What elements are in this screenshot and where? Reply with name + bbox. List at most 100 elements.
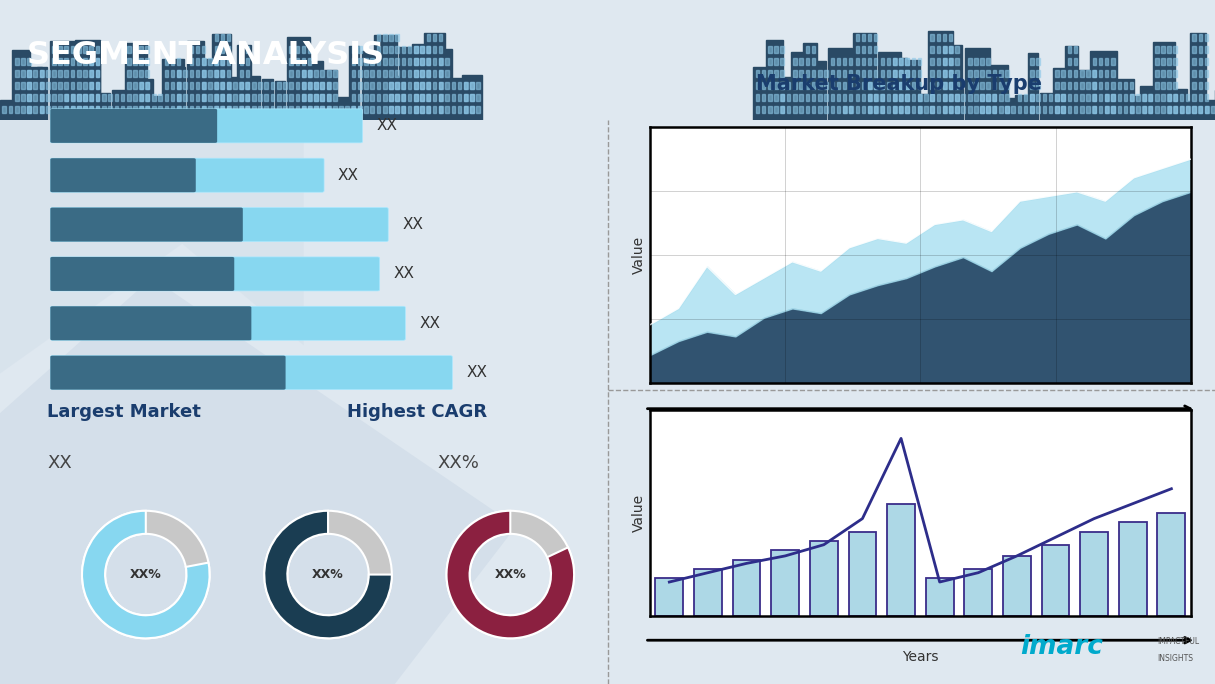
- Bar: [943, 82, 946, 89]
- Bar: [34, 94, 38, 101]
- Bar: [793, 58, 797, 65]
- Bar: [364, 82, 368, 89]
- Bar: [62, 94, 85, 120]
- Bar: [96, 106, 100, 113]
- Bar: [295, 106, 299, 113]
- Bar: [52, 106, 56, 113]
- Bar: [1198, 94, 1202, 101]
- Bar: [1030, 106, 1034, 113]
- Bar: [793, 82, 797, 89]
- Bar: [64, 94, 68, 101]
- Bar: [377, 106, 380, 113]
- Bar: [75, 40, 100, 120]
- Bar: [140, 70, 143, 77]
- Bar: [215, 34, 219, 41]
- Bar: [412, 44, 433, 120]
- Bar: [295, 82, 299, 89]
- Bar: [420, 82, 424, 89]
- Bar: [899, 94, 903, 101]
- Bar: [265, 82, 269, 89]
- Bar: [146, 70, 149, 77]
- Bar: [15, 106, 18, 113]
- Bar: [171, 58, 175, 65]
- Bar: [227, 94, 231, 101]
- Bar: [40, 106, 44, 113]
- Bar: [955, 70, 959, 77]
- Bar: [1098, 94, 1102, 101]
- Bar: [861, 82, 865, 89]
- Bar: [190, 70, 193, 77]
- Bar: [283, 106, 287, 113]
- Bar: [916, 94, 937, 120]
- Bar: [46, 70, 50, 77]
- Bar: [287, 37, 310, 120]
- Bar: [1042, 94, 1046, 101]
- Bar: [955, 106, 959, 113]
- Bar: [949, 46, 953, 53]
- Bar: [655, 578, 683, 616]
- Bar: [351, 106, 355, 113]
- Bar: [289, 70, 293, 77]
- Bar: [96, 82, 100, 89]
- Bar: [981, 106, 984, 113]
- Bar: [987, 82, 990, 89]
- Bar: [1016, 95, 1033, 120]
- Bar: [981, 94, 984, 101]
- Bar: [949, 70, 953, 77]
- Bar: [64, 106, 68, 113]
- Bar: [949, 58, 953, 65]
- Bar: [364, 94, 368, 101]
- Bar: [1115, 79, 1134, 120]
- Bar: [1155, 82, 1159, 89]
- Bar: [258, 94, 261, 101]
- Bar: [1128, 96, 1153, 120]
- Bar: [128, 46, 131, 53]
- Bar: [880, 94, 883, 101]
- Bar: [1174, 46, 1177, 53]
- Bar: [1168, 82, 1171, 89]
- Bar: [40, 82, 44, 89]
- Bar: [874, 106, 877, 113]
- Bar: [140, 94, 143, 101]
- Bar: [926, 578, 954, 616]
- Bar: [15, 82, 18, 89]
- Bar: [1180, 94, 1183, 101]
- Bar: [165, 58, 169, 65]
- Bar: [1074, 82, 1078, 89]
- Bar: [793, 106, 797, 113]
- Bar: [1162, 58, 1165, 65]
- Bar: [899, 106, 903, 113]
- Bar: [774, 58, 778, 65]
- Bar: [861, 58, 865, 65]
- Bar: [27, 82, 30, 89]
- Bar: [1092, 82, 1096, 89]
- Bar: [861, 94, 865, 101]
- Bar: [756, 82, 759, 89]
- Bar: [893, 58, 897, 65]
- Bar: [779, 77, 791, 120]
- Bar: [227, 94, 231, 101]
- Bar: [849, 94, 853, 101]
- Bar: [1148, 94, 1152, 101]
- Bar: [196, 106, 199, 113]
- Bar: [848, 531, 876, 616]
- Bar: [40, 94, 44, 101]
- Bar: [78, 70, 81, 77]
- Bar: [90, 106, 94, 113]
- Bar: [100, 93, 109, 120]
- Bar: [333, 82, 337, 89]
- Bar: [837, 94, 841, 101]
- Bar: [974, 58, 978, 65]
- Bar: [215, 46, 219, 53]
- Bar: [1068, 70, 1072, 77]
- Bar: [102, 106, 106, 113]
- Bar: [1162, 94, 1165, 101]
- Bar: [1092, 58, 1096, 65]
- FancyBboxPatch shape: [50, 257, 379, 291]
- Text: XX: XX: [402, 217, 423, 232]
- Bar: [1153, 42, 1175, 120]
- Bar: [1111, 106, 1114, 113]
- Bar: [793, 94, 797, 101]
- Bar: [1168, 70, 1171, 77]
- Bar: [27, 106, 30, 113]
